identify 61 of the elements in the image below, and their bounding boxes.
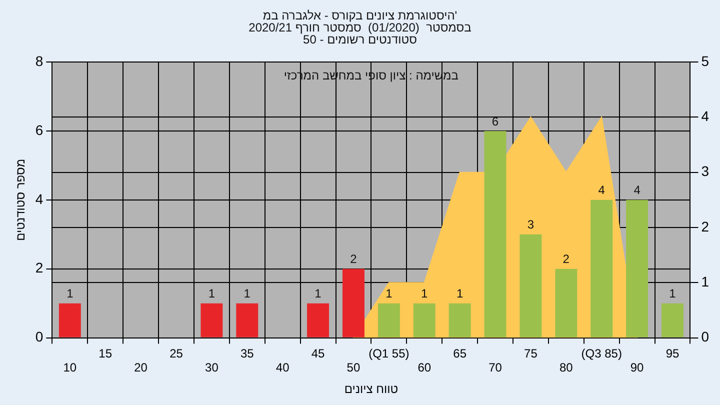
bar <box>520 234 542 338</box>
data-label: 2 <box>562 252 570 266</box>
x-tick-label: 30 <box>205 360 219 375</box>
y-tick-label: 0 <box>35 328 44 345</box>
bar <box>378 303 400 338</box>
data-label: 1 <box>456 286 464 301</box>
x-tick-label: 80 <box>559 360 574 375</box>
bar <box>590 200 613 338</box>
bar <box>236 303 258 338</box>
data-label: 4 <box>598 183 606 198</box>
x-tick-label: 20 <box>134 360 148 375</box>
y-axis-title: מספר סטודנטים <box>14 158 28 241</box>
y-tick-label: 6 <box>35 122 44 138</box>
x-tick-label: (Q3 85) <box>581 346 622 360</box>
x-tick-label: 45 <box>311 346 326 360</box>
data-label: 1 <box>421 286 428 301</box>
data-label: 3 <box>527 218 534 232</box>
y2-tick-label: 1 <box>701 274 710 290</box>
x-tick-label: 95 <box>666 346 680 360</box>
bar <box>200 303 223 338</box>
data-label: 1 <box>208 286 216 301</box>
y-tick-label: 8 <box>35 52 44 69</box>
data-label: 1 <box>669 286 676 301</box>
data-label: 1 <box>386 286 393 301</box>
x-tick-label: 65 <box>453 346 467 360</box>
x-tick-label: 35 <box>240 346 254 360</box>
x-tick-label: 75 <box>524 346 538 360</box>
bar <box>413 303 436 338</box>
bar <box>448 303 471 338</box>
y-tick-label: 4 <box>35 190 44 207</box>
data-label: 4 <box>634 183 641 198</box>
y2-tick-label: 4 <box>701 108 710 124</box>
x-tick-label: 25 <box>170 346 184 360</box>
x-tick-label: 40 <box>276 360 290 375</box>
x-tick-label: 15 <box>98 346 112 360</box>
data-label: 2 <box>350 252 358 266</box>
y2-tick-label: 0 <box>701 328 710 345</box>
x-tick-label: 90 <box>630 360 644 375</box>
x-axis-title: טווח ציונים <box>344 382 398 396</box>
bar <box>555 268 578 338</box>
y-tick-label: 2 <box>35 260 44 276</box>
x-tick-label: 10 <box>63 360 77 375</box>
x-tick-label: 50 <box>346 360 360 375</box>
data-label: 1 <box>66 286 74 301</box>
bar <box>307 303 330 338</box>
data-label: 6 <box>492 114 499 128</box>
bar <box>626 200 648 338</box>
bar <box>662 303 684 338</box>
x-tick-label: (Q1 55) <box>368 346 410 360</box>
chart-title: 'היסטוגרמת ציונים בקורס - אלגברה במ <box>262 8 458 22</box>
bar <box>342 268 364 338</box>
bar <box>58 303 81 338</box>
chart-subtitle: בסמסטר (01/2020) סמסטר חורף 2020/21 סטודנטים רשומים - 50 <box>248 20 472 46</box>
y2-tick-label: 5 <box>701 52 710 69</box>
x-tick-label: 70 <box>488 360 502 375</box>
y2-tick-label: 3 <box>701 163 710 180</box>
data-label: 1 <box>314 286 322 301</box>
x-tick-label: 60 <box>418 360 432 375</box>
y2-tick-label: 2 <box>701 218 710 234</box>
data-label: 1 <box>244 286 251 301</box>
bar <box>484 130 506 338</box>
